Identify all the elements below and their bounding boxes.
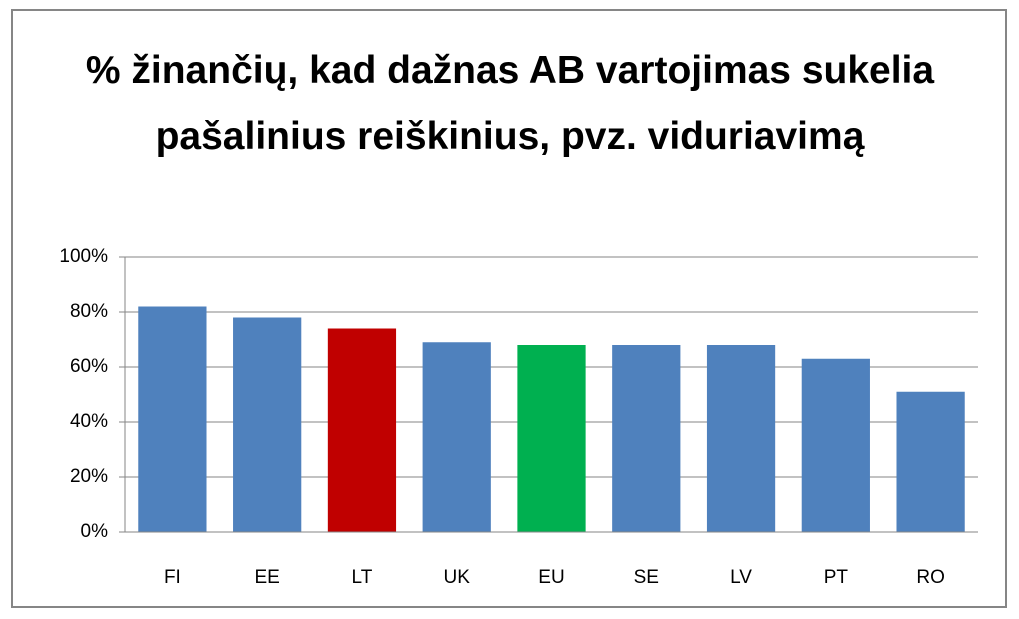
bar (422, 342, 491, 532)
bar (327, 328, 397, 532)
x-tick-label: FI (164, 567, 181, 588)
y-tick-label: 60% (70, 356, 108, 377)
bar (801, 358, 870, 532)
x-tick-label: PT (824, 567, 849, 588)
chart-title: % žinančių, kad dažnas AB vartojimas suk… (85, 49, 935, 158)
x-tick-label: LT (352, 567, 373, 588)
x-tick-label: EE (254, 567, 279, 588)
y-tick-label: 80% (70, 301, 108, 322)
x-tick-label: UK (444, 567, 471, 588)
bar (138, 306, 207, 532)
x-tick-label: SE (634, 567, 659, 588)
x-tick-label: RO (916, 567, 945, 588)
bar (706, 345, 776, 532)
bar (517, 345, 586, 532)
chart-frame (11, 9, 1007, 608)
bar (896, 391, 965, 532)
x-tick-label: LV (730, 567, 752, 588)
bar (233, 317, 302, 532)
y-tick-label: 20% (70, 466, 108, 487)
bar (612, 345, 681, 532)
x-tick-label: EU (538, 567, 564, 588)
y-tick-label: 40% (70, 411, 108, 432)
y-tick-label: 100% (59, 246, 108, 267)
y-tick-label: 0% (81, 521, 109, 542)
